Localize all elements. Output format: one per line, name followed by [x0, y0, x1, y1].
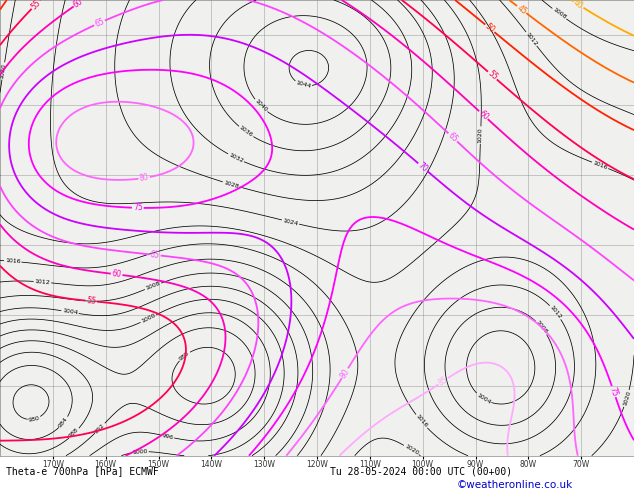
- Text: 45: 45: [515, 3, 528, 16]
- Text: 1040: 1040: [254, 98, 268, 113]
- Text: 1012: 1012: [34, 279, 50, 285]
- Text: 1000: 1000: [140, 313, 157, 324]
- Text: 1008: 1008: [552, 7, 567, 21]
- Text: 1012: 1012: [524, 31, 538, 47]
- Text: 55: 55: [29, 0, 42, 11]
- Text: 75: 75: [608, 386, 619, 398]
- Text: 980: 980: [28, 416, 40, 423]
- Text: 80: 80: [139, 173, 150, 183]
- Text: 1012: 1012: [548, 305, 562, 320]
- Text: 1024: 1024: [282, 218, 299, 226]
- Text: 60: 60: [72, 0, 85, 10]
- Text: Tu 28-05-2024 00:00 UTC (00+00): Tu 28-05-2024 00:00 UTC (00+00): [330, 466, 512, 476]
- Text: 65: 65: [446, 131, 460, 144]
- Text: 1016: 1016: [592, 160, 608, 171]
- Text: 1008: 1008: [535, 320, 548, 335]
- Text: 60: 60: [111, 270, 122, 279]
- Text: 988: 988: [178, 350, 191, 362]
- Text: 50: 50: [483, 22, 496, 35]
- Text: 992: 992: [94, 422, 106, 434]
- Text: 60: 60: [477, 109, 490, 122]
- Text: Theta-e 700hPa [hPa] ECMWF: Theta-e 700hPa [hPa] ECMWF: [6, 466, 159, 476]
- Text: 1020: 1020: [403, 443, 419, 456]
- Text: 55: 55: [486, 69, 499, 82]
- Text: 55: 55: [86, 296, 96, 306]
- Text: 1020: 1020: [622, 390, 631, 407]
- Text: 984: 984: [58, 416, 69, 429]
- Text: 80: 80: [339, 367, 351, 380]
- Text: 70: 70: [416, 161, 429, 174]
- Text: 1020: 1020: [478, 127, 483, 143]
- Text: 1016: 1016: [5, 258, 21, 265]
- Text: 1016: 1016: [415, 414, 429, 429]
- Text: 996: 996: [161, 433, 174, 440]
- Text: 988: 988: [68, 427, 80, 439]
- Text: 75: 75: [133, 203, 143, 213]
- Text: ©weatheronline.co.uk: ©weatheronline.co.uk: [456, 480, 573, 490]
- Text: 1036: 1036: [238, 125, 254, 138]
- Text: 85: 85: [437, 375, 450, 388]
- Text: 1008: 1008: [145, 281, 161, 292]
- Text: 40: 40: [572, 0, 585, 11]
- Text: 1032: 1032: [228, 152, 244, 164]
- Text: 65: 65: [93, 17, 106, 29]
- Text: 1020: 1020: [0, 63, 7, 79]
- Text: 1044: 1044: [295, 80, 311, 90]
- Text: 1000: 1000: [132, 449, 148, 455]
- Text: 1004: 1004: [62, 308, 78, 316]
- Text: 1028: 1028: [223, 180, 239, 189]
- Text: 1004: 1004: [476, 392, 491, 405]
- Text: 65: 65: [150, 250, 160, 260]
